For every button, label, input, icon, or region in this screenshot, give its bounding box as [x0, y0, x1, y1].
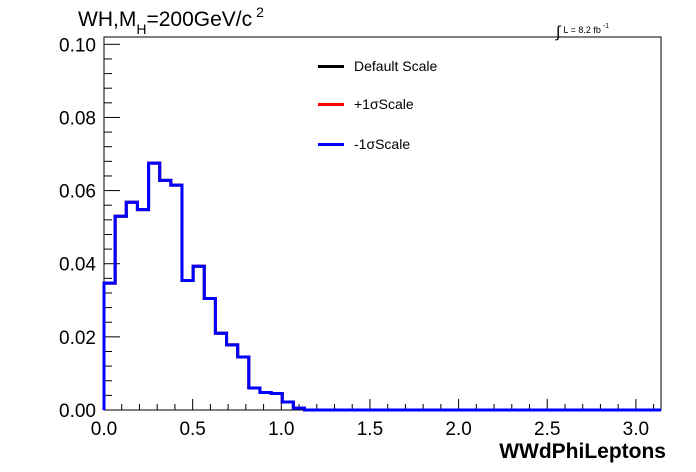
integral-symbol: ∫	[556, 24, 561, 41]
x-tick-label: 2.0	[445, 419, 471, 440]
legend-entry-plus1sigma: +1σScale	[318, 96, 414, 112]
legend-label-minus1sigma: -1σScale	[354, 136, 411, 152]
x-axis-title: WWdPhiLeptons	[499, 440, 666, 463]
luminosity-superscript: -1	[602, 23, 610, 30]
histogram-series-0	[102, 161, 661, 412]
x-tick-label: 0.0	[91, 419, 117, 440]
histogram-series-1	[102, 161, 661, 412]
x-tick-label: 3.0	[623, 419, 649, 440]
title-superscript: 2	[256, 4, 264, 20]
series-layer	[102, 161, 661, 412]
x-tick-label: 2.5	[534, 419, 560, 440]
y-axis-ticks: 0.00 0.02 0.04 0.06 0.08 0.10	[59, 35, 120, 422]
x-tick-label: 0.5	[179, 419, 205, 440]
x-tick-label: 1.5	[357, 419, 383, 440]
plot-title: WH,MH=200GeV/c 2	[78, 4, 264, 37]
y-tick-label: 0.08	[59, 108, 96, 129]
legend-label-default: Default Scale	[354, 58, 438, 74]
y-tick-label: 0.00	[59, 401, 96, 422]
x-axis-ticks: 0.0 0.5 1.0 1.5 2.0 2.5 3.0	[91, 399, 655, 440]
title-rest-text: =200GeV/c	[146, 8, 253, 31]
luminosity-label: ∫ L = 8.2 fb -1	[556, 20, 610, 41]
y-tick-label: 0.02	[59, 328, 96, 349]
y-tick-label: 0.06	[59, 182, 96, 203]
legend-line-plus1sigma	[318, 102, 344, 106]
y-tick-label: 0.10	[59, 35, 96, 56]
legend-entry-default: Default Scale	[318, 58, 437, 74]
legend-entry-minus1sigma: -1σScale	[318, 136, 410, 152]
legend-label-plus1sigma: +1σScale	[354, 96, 414, 112]
plot-frame	[103, 36, 662, 411]
legend-line-minus1sigma	[318, 142, 344, 146]
legend-line-default	[318, 64, 344, 68]
title-main-text: WH,M	[78, 8, 137, 31]
luminosity-text: L = 8.2 fb	[563, 25, 601, 35]
x-tick-label: 1.0	[268, 419, 294, 440]
title-subscript: H	[136, 21, 147, 37]
histogram-series-2	[102, 161, 661, 412]
y-tick-label: 0.04	[59, 255, 96, 276]
